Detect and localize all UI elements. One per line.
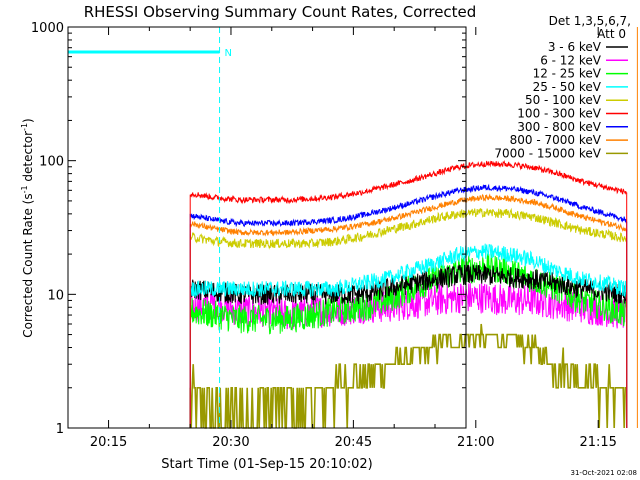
series-6 xyxy=(189,183,628,429)
y-label-part-2: detector xyxy=(21,131,35,186)
series-trace xyxy=(189,183,628,429)
legend-label: 100 - 300 keV xyxy=(517,107,601,121)
legend-header-line-1: Det 1,3,5,6,7, xyxy=(549,14,631,28)
x-axis-label: Start Time (01-Sep-15 20:10:02) xyxy=(161,457,372,472)
chart-title: RHESSI Observing Summary Count Rates, Co… xyxy=(84,3,477,21)
legend-label: 25 - 50 keV xyxy=(533,80,602,94)
x-tick-label: 20:15 xyxy=(90,435,127,450)
series-trace xyxy=(189,207,628,429)
legend-label: 7000 - 15000 keV xyxy=(494,146,601,160)
x-tick-label: 20:30 xyxy=(212,435,249,450)
series-trace xyxy=(189,159,628,429)
y-label-part-3: ) xyxy=(21,118,35,123)
y-tick-label: 1 xyxy=(56,422,64,437)
series-trace xyxy=(189,243,628,429)
series-4 xyxy=(189,207,628,429)
legend-label: 3 - 6 keV xyxy=(548,40,602,54)
legend-label: 6 - 12 keV xyxy=(540,53,602,67)
y-tick-label: 10 xyxy=(47,288,64,303)
series-8 xyxy=(189,323,627,429)
y-tick-label: 1000 xyxy=(31,21,64,36)
x-tick-label: 20:45 xyxy=(335,435,372,450)
series-trace xyxy=(189,193,628,429)
legend-label: 300 - 800 keV xyxy=(517,120,601,134)
plot-frame xyxy=(67,26,467,429)
series-3 xyxy=(189,243,628,429)
legend-header-line-2: Att 0 xyxy=(597,27,626,41)
y-tick-label: 100 xyxy=(39,155,64,170)
y-label-exp-2: -1 xyxy=(20,123,29,131)
series-7 xyxy=(189,193,628,429)
footer-date: 31-Oct-2021 02:08 xyxy=(571,469,637,477)
flag-label: N xyxy=(225,48,232,59)
y-label-part-1: Corrected Count Rate (s xyxy=(21,193,35,337)
legend-label: 800 - 7000 keV xyxy=(510,133,602,147)
traces xyxy=(189,159,628,429)
x-tick-label: 21:15 xyxy=(579,435,616,450)
y-axis-label: Corrected Count Rate (s-1 detector-1) xyxy=(20,118,35,337)
legend-label: 12 - 25 keV xyxy=(533,67,602,81)
x-tick-label: 21:00 xyxy=(457,435,494,450)
y-axis: 1 10 100 1000 xyxy=(31,21,466,437)
series-5 xyxy=(189,159,628,429)
legend-label: 50 - 100 keV xyxy=(525,93,602,107)
series-trace xyxy=(189,323,627,429)
y-label-exp-1: -1 xyxy=(20,185,29,193)
